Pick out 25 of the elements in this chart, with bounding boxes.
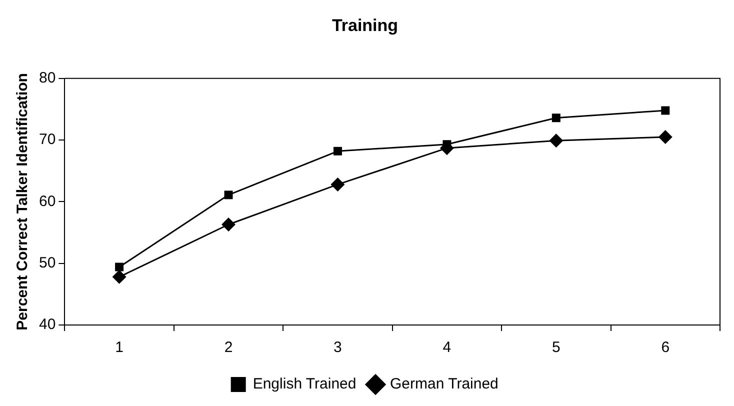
point xyxy=(549,134,564,148)
x-tick-label: 5 xyxy=(552,339,560,356)
point xyxy=(333,146,342,156)
y-tick-label: 50 xyxy=(38,254,56,272)
y-tick-label: 70 xyxy=(38,131,56,148)
point xyxy=(661,106,670,115)
chart-title: Training xyxy=(332,16,398,35)
point xyxy=(658,130,672,144)
y-tick-label: 40 xyxy=(38,316,56,334)
y-axis-title: Percent Correct Talker Identification xyxy=(14,73,32,330)
point xyxy=(112,270,126,284)
point xyxy=(330,177,345,192)
x-tick-label: 6 xyxy=(661,339,670,356)
point xyxy=(224,190,233,200)
legend-label: German Trained xyxy=(390,376,498,393)
x-tick-label: 4 xyxy=(442,339,452,356)
legend-label: English Trained xyxy=(252,376,356,393)
point xyxy=(222,218,236,232)
point xyxy=(552,114,560,122)
y-tick-label: 60 xyxy=(38,192,56,210)
x-tick-label: 1 xyxy=(115,339,124,356)
x-tick-label: 3 xyxy=(334,339,342,356)
x-tick-label: 2 xyxy=(224,339,233,356)
point xyxy=(115,262,124,272)
y-tick-label: 80 xyxy=(38,70,56,87)
